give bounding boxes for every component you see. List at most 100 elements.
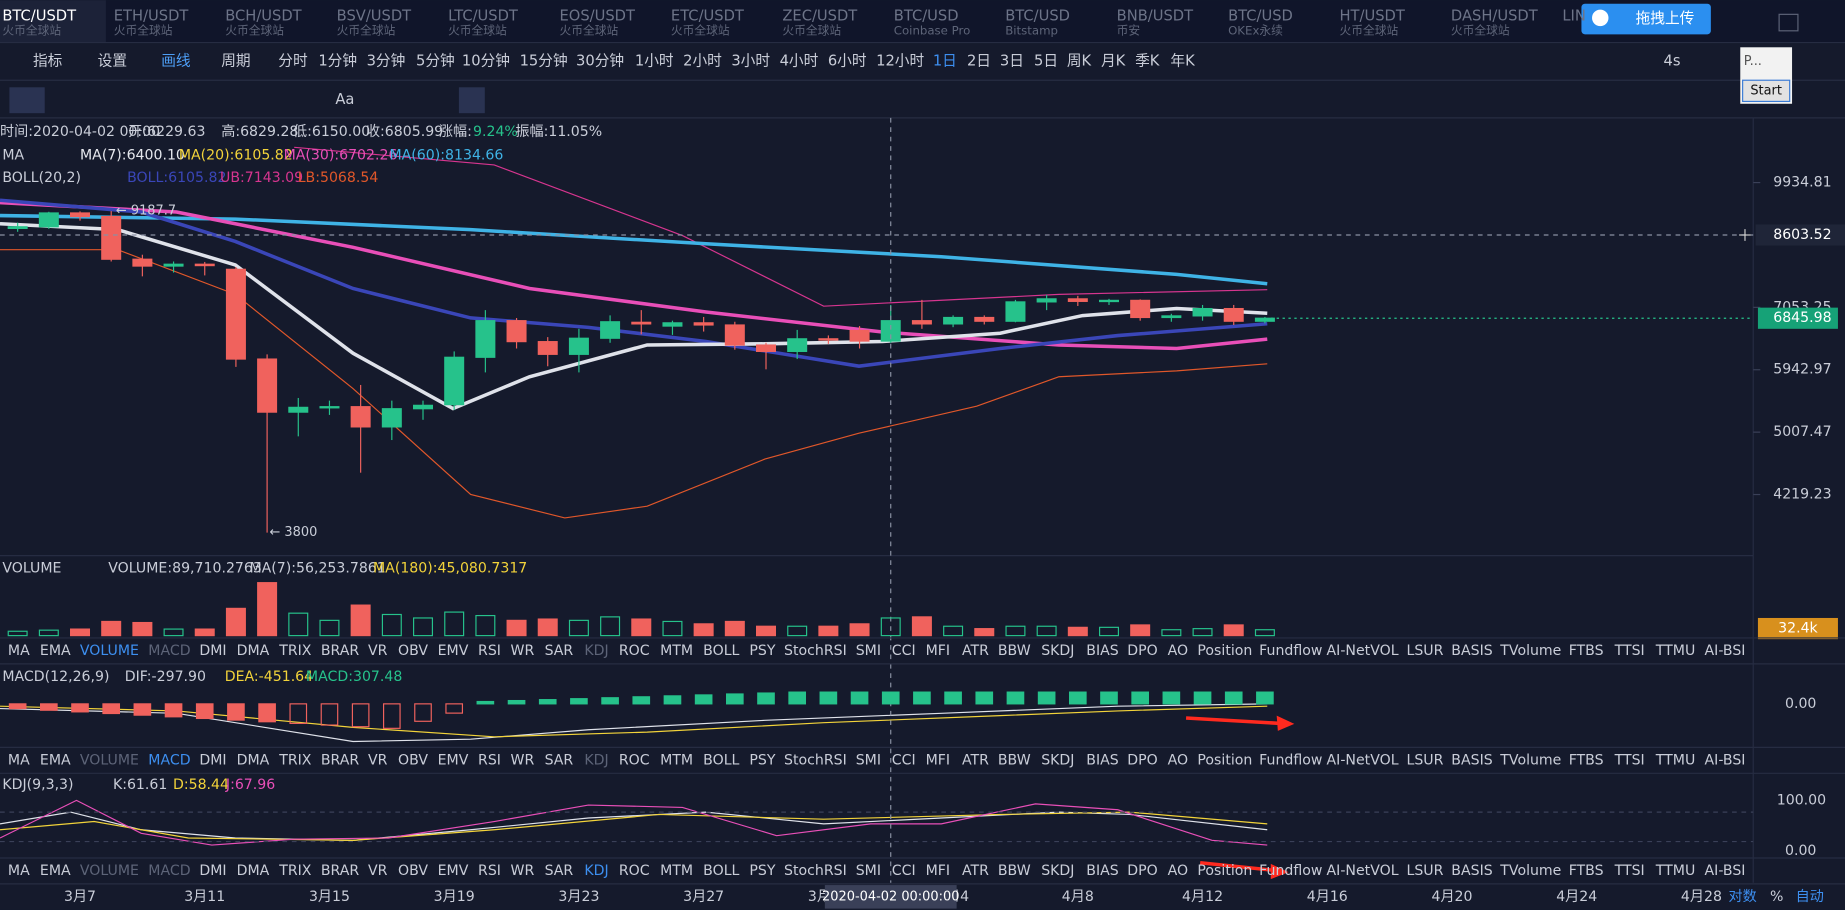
indicator-tab[interactable]: SMI xyxy=(856,863,881,879)
auto-toggle[interactable]: 自动 xyxy=(1796,889,1824,905)
period-option[interactable]: 周K xyxy=(1067,52,1092,69)
period-option[interactable]: 3分钟 xyxy=(367,52,406,69)
indicator-tab[interactable]: EMA xyxy=(40,863,71,879)
indicator-tab[interactable]: VOLUME xyxy=(80,863,139,879)
indicator-tab[interactable]: MTM xyxy=(660,752,693,768)
indicator-tab[interactable]: StochRSI xyxy=(784,643,847,659)
indicator-tab[interactable]: RSI xyxy=(478,863,501,879)
indicator-tab[interactable]: LSUR xyxy=(1406,863,1443,879)
indicator-tab[interactable]: SAR xyxy=(545,863,574,879)
indicator-tab[interactable]: VR xyxy=(368,863,388,879)
period-option[interactable]: 5分钟 xyxy=(416,52,455,69)
indicator-tab[interactable]: OBV xyxy=(398,863,428,879)
refresh-interval[interactable]: 4s xyxy=(1664,52,1681,69)
indicator-tab[interactable]: BRAR xyxy=(321,863,360,879)
indicator-tab[interactable]: MA xyxy=(8,752,30,768)
indicator-tab[interactable]: StochRSI xyxy=(784,752,847,768)
tab-pair[interactable]: LTC/USDT xyxy=(448,8,519,25)
indicator-tab[interactable]: DMI xyxy=(199,643,226,659)
period-option[interactable]: 3小时 xyxy=(731,52,770,69)
indicator-tab[interactable]: SKDJ xyxy=(1041,752,1074,768)
indicator-tab[interactable]: AI-NetVOL xyxy=(1327,643,1399,659)
period-option[interactable]: 30分钟 xyxy=(576,52,624,69)
indicator-tab[interactable]: ATR xyxy=(962,863,989,879)
indicator-tab[interactable]: EMV xyxy=(438,643,469,659)
add-tab[interactable] xyxy=(1778,13,1799,32)
indicator-tab[interactable]: ROC xyxy=(619,752,650,768)
indicator-tab[interactable]: BIAS xyxy=(1086,752,1118,768)
percent-toggle[interactable]: % xyxy=(1770,889,1783,905)
period-option[interactable]: 1分钟 xyxy=(318,52,357,69)
indicator-tab[interactable]: WR xyxy=(511,863,535,879)
indicator-tab[interactable]: KDJ xyxy=(584,863,608,879)
indicator-tab[interactable]: AO xyxy=(1168,752,1189,768)
indicator-tab[interactable]: LSUR xyxy=(1406,643,1443,659)
tab-exchange[interactable]: 火币全球站 xyxy=(2,23,61,37)
indicator-tab[interactable]: VR xyxy=(368,752,388,768)
tab-pair[interactable]: LIN xyxy=(1562,8,1586,25)
indicator-tab[interactable]: AI-BSI xyxy=(1705,643,1746,659)
indicator-tab[interactable]: Fundflow xyxy=(1259,863,1322,879)
indicator-tab[interactable]: OBV xyxy=(398,752,428,768)
period-option[interactable]: 2小时 xyxy=(683,52,722,69)
indicator-tab[interactable]: KDJ xyxy=(584,752,608,768)
indicator-tab[interactable]: DPO xyxy=(1127,752,1157,768)
indicator-tab[interactable]: CCI xyxy=(892,752,916,768)
tab-exchange[interactable]: Coinbase Pro xyxy=(894,23,971,37)
indicator-tab[interactable]: TVolume xyxy=(1499,643,1561,659)
indicator-tab[interactable]: ATR xyxy=(962,643,989,659)
candle-tool[interactable] xyxy=(458,87,485,114)
indicator-tab[interactable]: EMV xyxy=(438,752,469,768)
period-option[interactable]: 6小时 xyxy=(828,52,867,69)
indicator-tab[interactable]: TTSI xyxy=(1614,643,1645,659)
tab-exchange[interactable]: 火币全球站 xyxy=(225,23,284,37)
tab-pair[interactable]: ZEC/USDT xyxy=(782,8,858,25)
indicator-tab[interactable]: BASIS xyxy=(1451,863,1492,879)
indicator-tab[interactable]: BRAR xyxy=(321,643,360,659)
period-option[interactable]: 5日 xyxy=(1034,52,1058,69)
tab-pair[interactable]: BTC/USDT xyxy=(2,8,77,25)
indicator-tab[interactable]: WR xyxy=(511,752,535,768)
indicator-tab[interactable]: FTBS xyxy=(1569,752,1604,768)
period-option[interactable]: 2日 xyxy=(967,52,991,69)
start-label[interactable]: Start xyxy=(1750,83,1782,98)
indicator-tab[interactable]: StochRSI xyxy=(784,863,847,879)
period-option[interactable]: 1日 xyxy=(933,52,957,69)
tab-pair[interactable]: ETH/USDT xyxy=(114,8,190,25)
indicator-tab[interactable]: PSY xyxy=(749,643,775,659)
indicator-tab[interactable]: LSUR xyxy=(1406,752,1443,768)
font-tool[interactable]: Aa xyxy=(335,91,354,108)
tab-exchange[interactable]: 火币全球站 xyxy=(560,23,619,37)
indicator-tab[interactable]: MFI xyxy=(926,643,950,659)
indicator-tab[interactable]: DMA xyxy=(237,863,270,879)
indicator-tab[interactable]: AO xyxy=(1168,863,1189,879)
indicator-tab[interactable]: DMI xyxy=(199,863,226,879)
settings-button[interactable]: 设置 xyxy=(98,52,127,69)
indicator-tab[interactable]: ATR xyxy=(962,752,989,768)
tab-exchange[interactable]: 火币全球站 xyxy=(782,23,841,37)
indicator-tab[interactable]: TVolume xyxy=(1499,752,1561,768)
indicator-tab[interactable]: VR xyxy=(368,643,388,659)
indicator-tab[interactable]: TRIX xyxy=(278,752,312,768)
indicator-tab[interactable]: WR xyxy=(511,643,535,659)
indicator-tab[interactable]: MACD xyxy=(148,863,190,879)
indicator-tab[interactable]: AI-BSI xyxy=(1705,752,1746,768)
indicator-tab[interactable]: MACD xyxy=(148,643,190,659)
indicator-tab[interactable]: PSY xyxy=(749,863,775,879)
indicator-tab[interactable]: SAR xyxy=(545,643,574,659)
period-option[interactable]: 4小时 xyxy=(780,52,819,69)
indicator-tab[interactable]: MTM xyxy=(660,863,693,879)
indicator-tab[interactable]: VOLUME xyxy=(80,752,139,768)
tab-pair[interactable]: ETC/USDT xyxy=(671,8,745,25)
tab-exchange[interactable]: 火币全球站 xyxy=(1451,23,1510,37)
indicator-tab[interactable]: CCI xyxy=(892,863,916,879)
indicator-tab[interactable]: FTBS xyxy=(1569,643,1604,659)
indicator-tab[interactable]: TVolume xyxy=(1499,863,1561,879)
tab-pair[interactable]: BTC/USD xyxy=(894,8,959,25)
indicator-tab[interactable]: TRIX xyxy=(278,643,312,659)
tab-exchange[interactable]: 火币全球站 xyxy=(1340,23,1399,37)
indicator-tab[interactable]: DMA xyxy=(237,752,270,768)
indicator-tab[interactable]: PSY xyxy=(749,752,775,768)
tab-exchange[interactable]: Bitstamp xyxy=(1005,23,1058,37)
indicator-tab[interactable]: BIAS xyxy=(1086,643,1118,659)
